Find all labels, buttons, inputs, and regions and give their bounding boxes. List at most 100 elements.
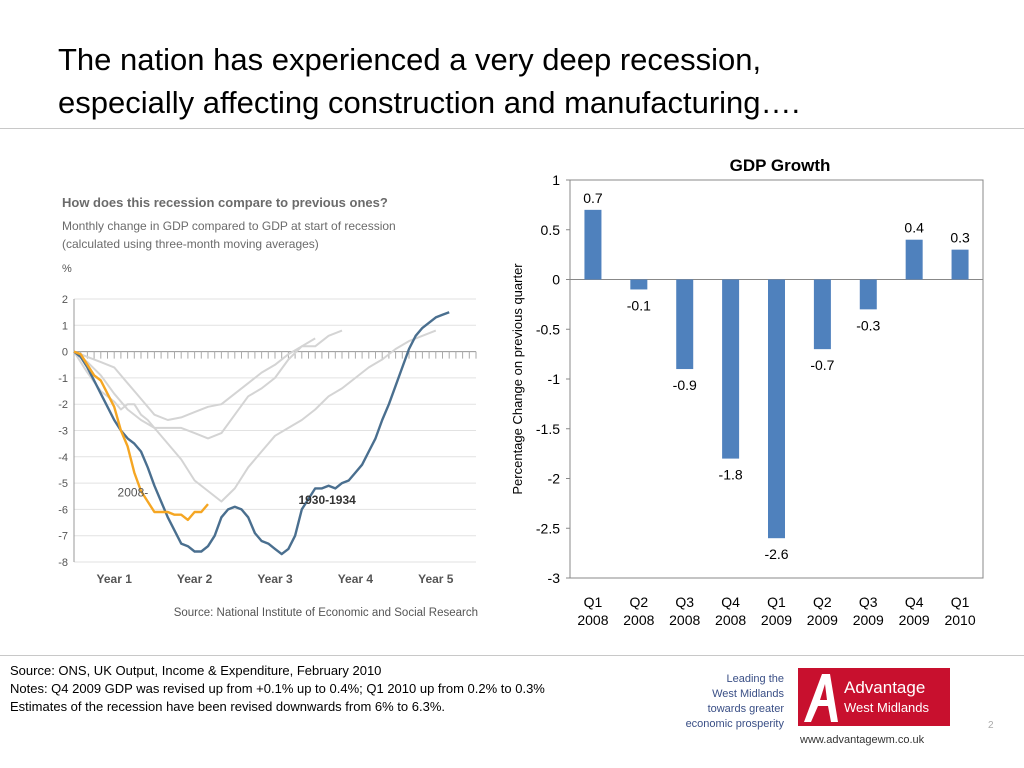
line-series-1979-1983	[73, 329, 437, 503]
bar-chart-x-tick-quarter: Q4	[721, 594, 740, 610]
bar-chart-y-tick-labels: 1 0.5 0 -0.5 -1 -1.5 -2 -2.5 -3	[536, 172, 570, 586]
logo-svg: Advantage West Midlands	[798, 668, 950, 726]
gdp-bar	[813, 279, 831, 350]
line-chart-y-tick-label: 2	[62, 294, 68, 306]
line-chart-y-tick-label: -7	[58, 531, 68, 543]
website-link[interactable]: www.advantagewm.co.uk	[800, 734, 925, 746]
slide-title-line-2: especially affecting construction and ma…	[58, 85, 801, 120]
line-chart-y-tick-label: -2	[58, 399, 68, 411]
gdp-bar	[584, 209, 602, 280]
bar-chart-x-tick-quarter: Q3	[675, 594, 694, 610]
line-chart-subtitle-2: (calculated using three-month moving ave…	[62, 237, 319, 251]
annotation-2008: 2008-	[118, 485, 149, 499]
line-chart-x-tick-label: Year 4	[338, 572, 374, 586]
tagline-line-1: Leading the	[726, 673, 785, 685]
gdp-bar	[859, 279, 877, 310]
bar-chart-y-tick-label: -2	[548, 471, 561, 487]
line-chart-y-tick-label: -4	[58, 452, 68, 464]
line-chart-x-tick-label: Year 3	[257, 572, 293, 586]
line-chart-source: Source: National Institute of Economic a…	[174, 607, 478, 619]
gdp-bar-data-label: -0.3	[856, 317, 880, 333]
gdp-bar-data-label: 0.3	[950, 230, 970, 246]
bar-chart-bars	[584, 209, 969, 539]
bar-chart-x-tick-year: 2009	[761, 612, 792, 628]
recession-comparison-chart: How does this recession compare to previ…	[54, 178, 484, 628]
footer-estimates: Estimates of the recession have been rev…	[10, 699, 445, 714]
footer-notes: Source: ONS, UK Output, Income & Expendi…	[10, 662, 670, 716]
bar-chart-x-tick-year: 2009	[899, 612, 930, 628]
line-series-2008-	[73, 350, 209, 522]
bar-chart-x-tick-year: 2010	[944, 612, 975, 628]
advantage-west-midlands-logo: Advantage West Midlands	[798, 668, 950, 726]
bar-chart-title: GDP Growth	[730, 156, 831, 175]
title-divider	[0, 128, 1024, 129]
bar-chart-data-labels: 0.7 -0.1 -0.9 -1.8 -2.6 -0.7 -0.3 0.4 0.3	[583, 190, 970, 562]
gdp-bar	[768, 279, 785, 539]
gdp-bar	[905, 239, 923, 280]
line-chart-minor-ticks	[73, 351, 477, 359]
bar-chart-x-tick-quarter: Q1	[951, 594, 970, 610]
line-series-1973-1976	[73, 329, 343, 440]
bar-chart-y-tick-label: -1	[548, 371, 561, 387]
line-chart-y-tick-labels: 2 1 0 -1 -2 -3 -4 -5 -6 -7 -8	[58, 294, 68, 569]
logo-a-mark-icon	[804, 674, 838, 722]
bar-chart-x-tick-year: 2008	[577, 612, 608, 628]
slide-title-line-1: The nation has experienced a very deep r…	[58, 42, 762, 77]
bar-chart-x-tick-quarter: Q1	[584, 594, 603, 610]
logo-text-line-2: West Midlands	[844, 700, 930, 715]
line-series-1990-1993	[73, 337, 316, 421]
line-series-1930-1934	[73, 311, 450, 556]
tagline: Leading the West Midlands towards greate…	[662, 672, 784, 732]
gdp-bar	[676, 279, 694, 370]
line-chart-x-tick-label: Year 1	[97, 572, 133, 586]
tagline-line-2: West Midlands	[712, 688, 784, 700]
line-chart-x-tick-labels: Year 1 Year 2 Year 3 Year 4 Year 5	[97, 572, 454, 586]
tagline-line-4: economic prosperity	[685, 718, 784, 730]
line-chart-x-tick-label: Year 2	[177, 572, 213, 586]
bar-chart-x-tick-quarter: Q3	[859, 594, 878, 610]
page-number: 2	[988, 720, 994, 731]
bar-chart-x-tick-year: 2008	[623, 612, 654, 628]
line-chart-y-tick-label: 0	[62, 347, 68, 359]
slide-title: The nation has experienced a very deep r…	[58, 38, 958, 124]
bar-chart-x-tick-labels: Q1 2008 Q2 2008 Q3 2008 Q4 2008 Q1 2009 Q2 2009 Q3 20…	[577, 594, 975, 628]
logo-text-line-1: Advantage	[844, 678, 925, 697]
footer-source: Source: ONS, UK Output, Income & Expendi…	[10, 663, 382, 678]
bar-chart-y-tick-label: 0	[552, 272, 560, 288]
footer-notes-line: Notes: Q4 2009 GDP was revised up from +…	[10, 681, 545, 696]
gdp-bar	[951, 249, 969, 280]
line-chart-y-unit: %	[62, 263, 72, 275]
gdp-bar	[722, 279, 740, 459]
line-chart-subtitle-1: Monthly change in GDP compared to GDP at…	[62, 219, 396, 233]
gdp-bar	[630, 279, 648, 290]
bar-chart-x-tick-quarter: Q2	[813, 594, 832, 610]
bar-chart-y-tick-label: -3	[548, 570, 561, 586]
bar-chart-x-tick-quarter: Q4	[905, 594, 924, 610]
bar-chart-x-tick-quarter: Q2	[629, 594, 648, 610]
bar-chart-x-tick-year: 2009	[807, 612, 838, 628]
gdp-bar-data-label: -0.9	[673, 377, 697, 393]
bar-chart-y-tick-label: -2.5	[536, 520, 560, 536]
annotation-1930-1934: 1930-1934	[298, 493, 356, 507]
gdp-bar-data-label: 0.7	[583, 190, 603, 206]
line-chart-y-tick-label: -3	[58, 426, 68, 438]
line-chart-y-tick-label: -6	[58, 504, 68, 516]
gdp-bar-data-label: -2.6	[764, 546, 788, 562]
line-chart-y-tick-label: 1	[62, 320, 68, 332]
bar-chart-y-tick-label: 1	[552, 172, 560, 188]
line-chart-title: How does this recession compare to previ…	[62, 195, 388, 210]
gdp-bar-data-label: -0.1	[627, 297, 651, 313]
gdp-growth-svg: GDP Growth Percentage Change on previous…	[510, 156, 984, 628]
line-chart-y-tick-label: -1	[58, 373, 68, 385]
bar-chart-y-tick-label: 0.5	[541, 222, 561, 238]
bar-chart-y-tick-label: -0.5	[536, 321, 560, 337]
bar-chart-y-axis-label: Percentage Change on previous quarter	[510, 263, 525, 495]
tagline-line-3: towards greater	[707, 703, 784, 715]
gdp-growth-chart: GDP Growth Percentage Change on previous…	[500, 145, 1000, 635]
bar-chart-x-tick-year: 2009	[853, 612, 884, 628]
recession-comparison-svg: How does this recession compare to previ…	[58, 195, 478, 619]
line-chart-y-tick-label: -8	[58, 557, 68, 569]
bar-chart-x-tick-year: 2008	[715, 612, 746, 628]
line-chart-x-tick-label: Year 5	[418, 572, 454, 586]
gdp-bar-data-label: -1.8	[719, 467, 743, 483]
